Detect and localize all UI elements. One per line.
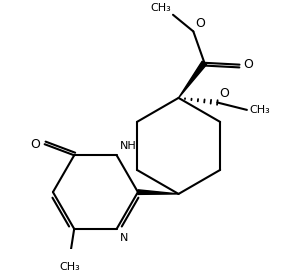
- Text: CH₃: CH₃: [250, 105, 270, 115]
- Polygon shape: [179, 61, 207, 98]
- Text: O: O: [243, 58, 253, 71]
- Text: O: O: [30, 138, 40, 151]
- Polygon shape: [138, 190, 179, 194]
- Text: N: N: [120, 234, 128, 244]
- Text: NH: NH: [120, 141, 136, 151]
- Text: O: O: [219, 87, 229, 100]
- Text: CH₃: CH₃: [151, 3, 171, 13]
- Text: O: O: [195, 16, 205, 29]
- Text: CH₃: CH₃: [59, 262, 80, 270]
